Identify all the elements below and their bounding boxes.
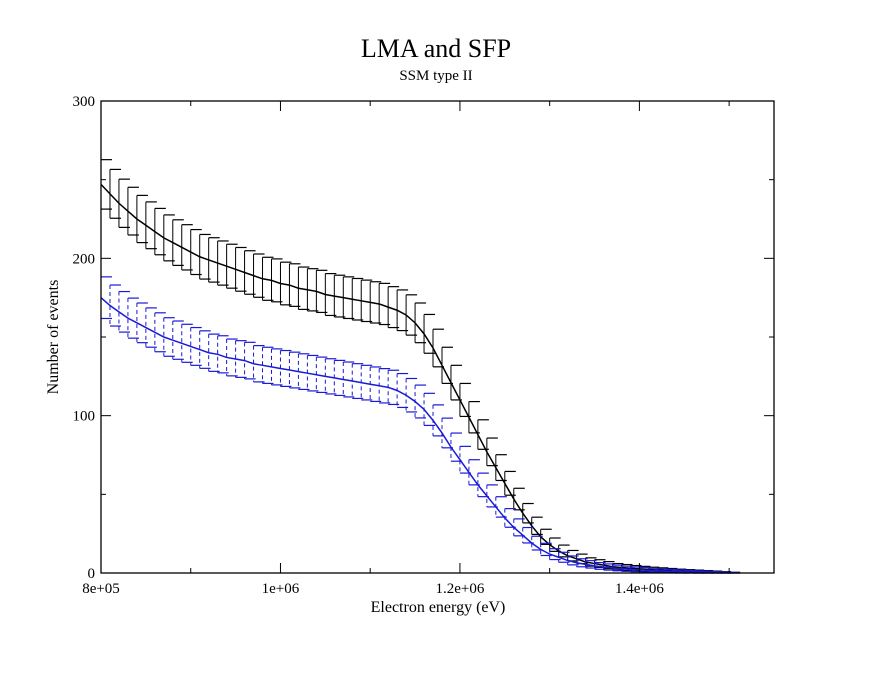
x-tick-label: 1.4e+06 [615,581,664,597]
y-tick-label: 300 [73,94,96,110]
error-bar [136,302,148,344]
series-line [100,183,730,574]
plot-frame [100,100,775,574]
error-bar [145,307,157,348]
error-bar [244,341,256,380]
error-bar [270,348,283,386]
error-bar [109,284,121,327]
y-tick-label: 200 [73,251,96,267]
error-bar [576,558,588,568]
y-tick-label: 100 [73,409,96,425]
chart-subtitle: SSM type II [399,68,472,84]
error-bar [262,346,274,384]
error-bar [190,326,202,366]
error-bar [100,276,112,320]
series-line [100,297,730,574]
y-axis-label: Number of events [45,280,62,395]
error-bar [540,542,552,557]
x-axis-label: Electron energy (eV) [371,599,506,616]
x-tick-label: 1.2e+06 [435,581,484,597]
error-bar [567,555,579,566]
plot-area [100,159,741,574]
y-tick-label: 0 [88,566,96,582]
chart-title: LMA and SFP [361,34,511,63]
error-bar [253,345,265,383]
error-bar [199,330,211,369]
x-tick-label: 8e+05 [82,581,120,597]
series-2 [100,276,741,574]
error-bar [154,312,166,353]
x-tick-label: 1e+06 [262,581,300,597]
error-bar [217,335,229,374]
series-1 [100,159,741,574]
axes: 8e+05 1e+06 1.2e+06 1.4e+06 0 100 200 300 [73,94,775,597]
error-bar [558,551,570,563]
error-bar [118,290,130,333]
error-bar [181,323,193,363]
